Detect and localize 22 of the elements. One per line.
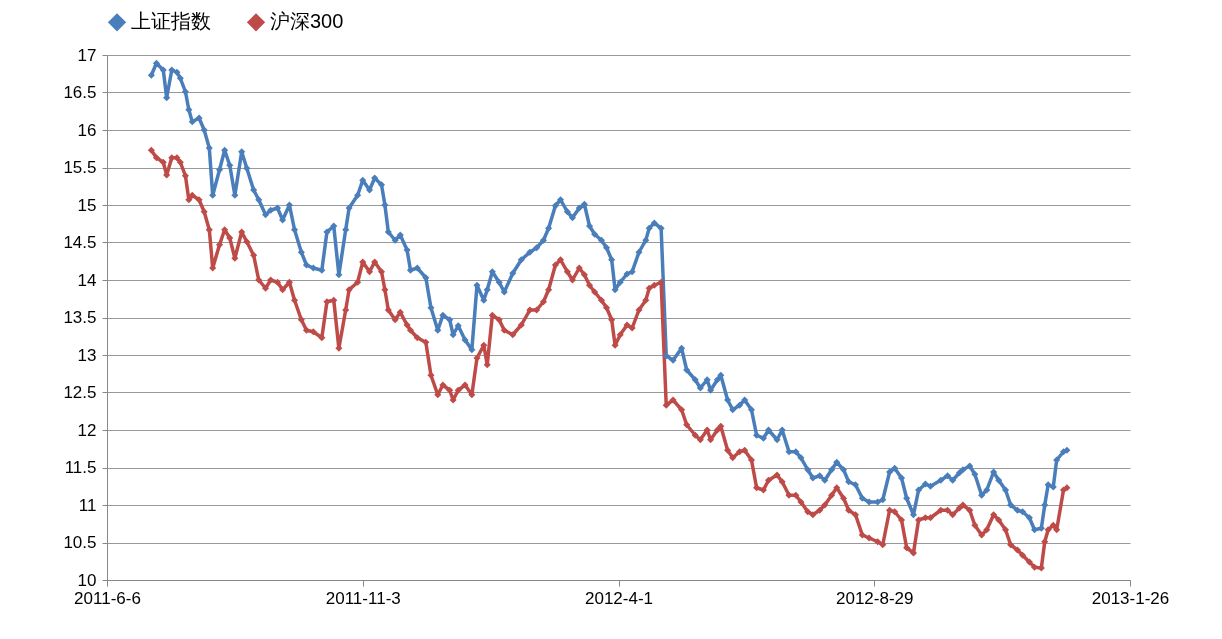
y-tick-label: 16.5: [63, 83, 97, 102]
y-tick-label: 16: [77, 120, 97, 140]
legend-label: 沪深300: [270, 10, 344, 33]
y-tick-label: 13: [77, 345, 97, 365]
y-tick-label: 17: [77, 45, 97, 65]
y-tick-label: 11.5: [64, 458, 97, 477]
y-tick-label: 12.5: [63, 383, 97, 402]
x-tick-label: 2012-4-1: [584, 588, 654, 608]
y-tick-label: 14.5: [63, 233, 97, 252]
x-tick-label: 2011-6-6: [74, 588, 141, 608]
y-tick-label: 10.5: [63, 533, 97, 552]
legend-label: 上证指数: [131, 10, 211, 33]
y-tick-label: 13.5: [63, 308, 97, 327]
y-tick-label: 10: [77, 570, 97, 590]
y-tick-label: 12: [77, 420, 97, 440]
x-tick-label: 2012-8-29: [835, 588, 914, 608]
y-tick-label: 15: [77, 195, 97, 215]
y-tick-label: 15.5: [63, 158, 97, 177]
x-tick-label: 2013-1-26: [1091, 588, 1170, 608]
x-tick-label: 2011-11-3: [325, 588, 401, 608]
y-tick-label: 11: [78, 495, 97, 515]
y-tick-label: 14: [77, 270, 97, 290]
